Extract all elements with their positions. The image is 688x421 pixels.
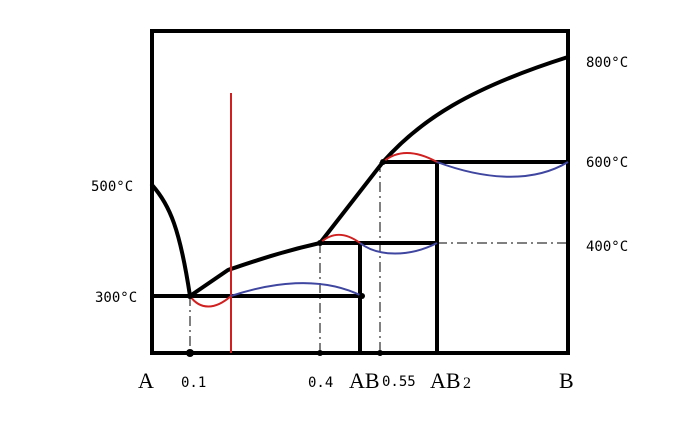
blue-wave-600 [436,161,569,178]
label-0-4: 0.4 [308,375,333,391]
red-wave-600 [382,152,438,163]
label-300c: 300°C [95,290,137,306]
label-ab2: AB [430,368,461,393]
label-600c: 600°C [586,155,628,171]
label-800c: 800°C [586,55,628,71]
ab-solid-point [359,293,365,299]
liquidus-curve [150,55,570,298]
label-ab: AB [349,368,380,393]
blue-wave-400 [359,242,438,255]
label-ab2-subscript: 2 [463,375,471,392]
peritectic-point-400 [317,240,323,246]
label-400c: 400°C [586,239,628,255]
eutectic-point [187,293,193,299]
label-b: B [559,368,574,393]
axis-point-0-55 [377,350,383,356]
label-a: A [138,368,154,393]
red-wave-400 [319,233,361,244]
label-0-55: 0.55 [382,374,416,390]
label-500c: 500°C [91,179,133,195]
axis-point-0-4 [317,350,323,356]
peritectic-point-600 [380,159,386,165]
red-wave-300 [189,295,232,308]
label-0-1: 0.1 [181,375,206,391]
axis-point-0-1 [186,349,194,357]
blue-wave-300 [230,282,363,297]
